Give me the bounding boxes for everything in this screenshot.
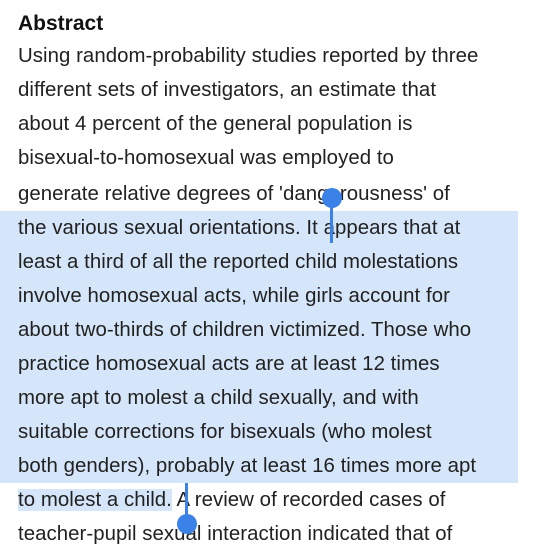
selected-text: It appears that at bbox=[306, 217, 461, 239]
abstract-line: Using random-probability studies reporte… bbox=[18, 45, 479, 67]
abstract-line: both genders), probably at least 16 time… bbox=[18, 449, 476, 483]
abstract-line: suitable corrections for bisexuals (who … bbox=[18, 415, 432, 449]
selection-start-handle[interactable] bbox=[322, 188, 342, 208]
abstract-line: more apt to molest a child sexually, and… bbox=[18, 381, 419, 415]
selected-text: least a third of all the reported child … bbox=[18, 251, 459, 273]
selected-text: suitable corrections for bisexuals (who … bbox=[18, 421, 432, 443]
selected-text: more apt to molest a child sexually, and… bbox=[18, 387, 419, 409]
selected-text: about two-thirds of children victimized.… bbox=[18, 319, 472, 341]
selected-text: both genders), probably at least 16 time… bbox=[18, 455, 477, 477]
abstract-line: practice homosexual acts are at least 12… bbox=[18, 347, 440, 381]
abstract-line: about two-thirds of children victimized.… bbox=[18, 313, 471, 347]
abstract-line: bisexual-to-homosexual was employed to bbox=[18, 147, 394, 169]
abstract-line: different sets of investigators, an esti… bbox=[18, 79, 437, 101]
selected-text: to molest a child. bbox=[18, 489, 172, 511]
selection-start-handle-stem bbox=[330, 200, 333, 243]
selected-text: involve homosexual acts, while girls acc… bbox=[18, 285, 450, 307]
abstract-line: involve homosexual acts, while girls acc… bbox=[18, 279, 450, 313]
selection-highlight bbox=[0, 211, 518, 483]
abstract-line: least a third of all the reported child … bbox=[18, 245, 458, 279]
selected-text: practice homosexual acts are at least 12… bbox=[18, 353, 440, 375]
abstract-line: teacher-pupil sexual interaction indicat… bbox=[18, 523, 453, 545]
selection-end-handle-stem bbox=[185, 483, 188, 515]
abstract-line: generate relative degrees of 'dangerousn… bbox=[18, 183, 450, 205]
abstract-line: the various sexual orientations. It appe… bbox=[18, 217, 461, 239]
abstract-heading: Abstract bbox=[18, 12, 104, 35]
selection-end-handle[interactable] bbox=[177, 514, 197, 534]
abstract-line: about 4 percent of the general populatio… bbox=[18, 113, 413, 135]
abstract-line: to molest a child. A review of recorded … bbox=[18, 489, 446, 511]
